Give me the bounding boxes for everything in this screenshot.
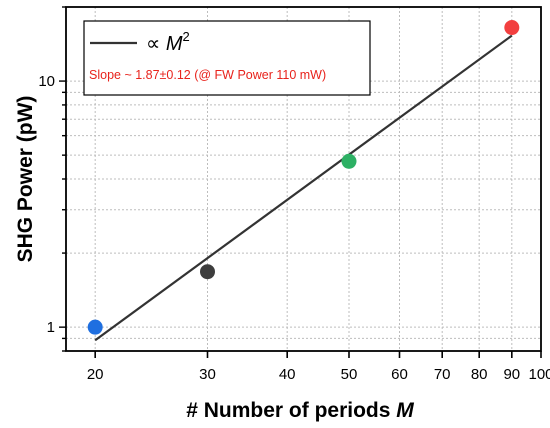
legend-box	[83, 20, 371, 96]
slope-annotation: Slope ~ 1.87±0.12 (@ FW Power 110 mW)	[89, 68, 326, 82]
x-tick-label: 80	[471, 366, 488, 383]
y-tick-label: 1	[47, 319, 55, 336]
data-point	[199, 264, 215, 280]
x-tick-label: 30	[199, 366, 216, 383]
x-tick-label: 70	[434, 366, 451, 383]
x-tick-label: 100	[528, 366, 550, 383]
x-tick-label: 20	[87, 366, 104, 383]
fit-line	[94, 34, 513, 342]
x-axis: 20 30 40 50 60 70 80 90 100	[87, 351, 550, 383]
fit-line-group	[94, 34, 513, 342]
x-tick-label: 50	[341, 366, 358, 383]
x-tick-label: 60	[391, 366, 408, 383]
data-point	[87, 319, 103, 335]
data-point	[341, 153, 357, 169]
y-axis-title: SHG Power (pW)	[14, 96, 37, 263]
x-axis-title: # Number of periods M	[186, 399, 414, 422]
x-tick-label: 40	[279, 366, 296, 383]
legend-entry: ∝ M2	[146, 29, 190, 55]
data-points	[87, 20, 520, 335]
data-point	[504, 20, 520, 36]
x-tick-label: 90	[503, 366, 520, 383]
y-tick-label: 10	[38, 73, 55, 90]
y-axis: 1 10	[38, 6, 66, 352]
legend: ∝ M2 Slope ~ 1.87±0.12 (@ FW Power 110 m…	[83, 20, 371, 96]
